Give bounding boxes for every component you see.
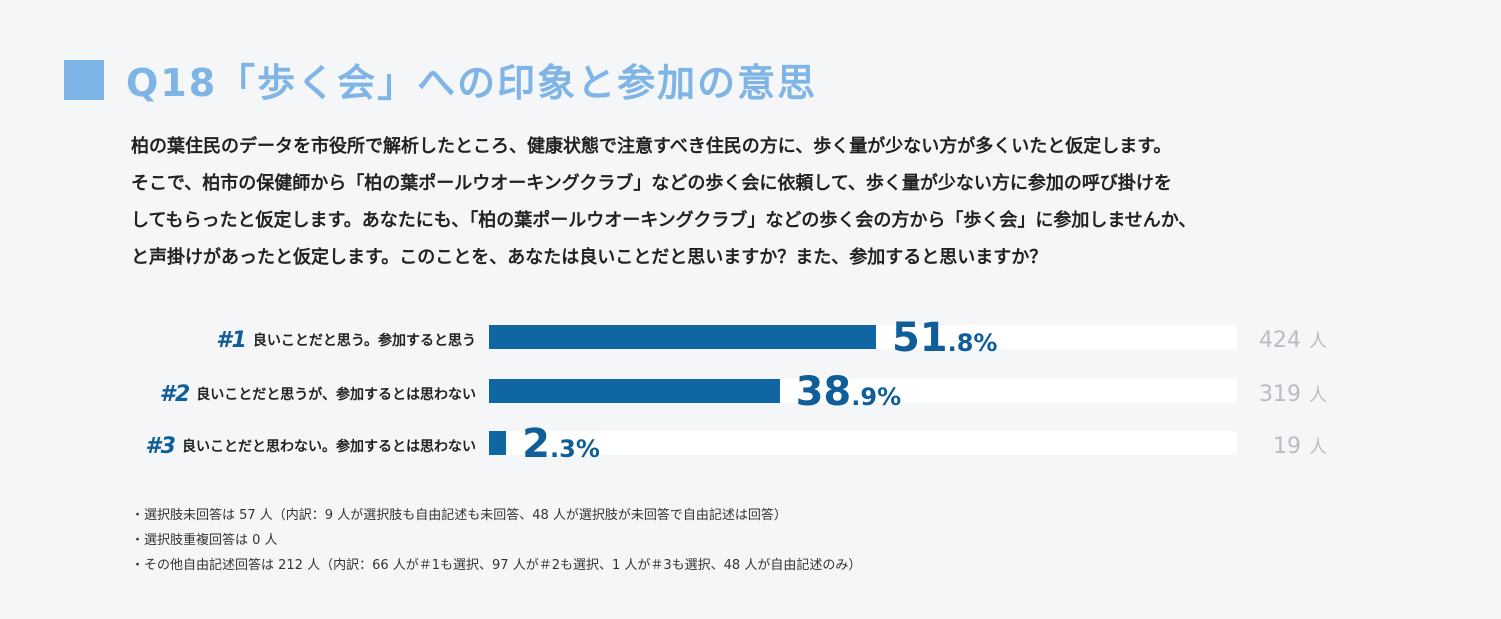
option-label: 良いことだと思わない。参加するとは思わない bbox=[182, 439, 476, 455]
question-line: と声掛けがあったと仮定します。このことを、あなたは良いことだと思いますか？また、… bbox=[131, 247, 1048, 268]
rank-label: #3 bbox=[145, 433, 176, 459]
title-row: Q18「歩く会」への印象と参加の意思 bbox=[64, 52, 817, 107]
count-label: 424 人 bbox=[1259, 318, 1327, 362]
percent-integer: 38 bbox=[795, 369, 852, 415]
row-label: #3 良いことだと思わない。参加するとは思わない bbox=[145, 424, 476, 468]
question-line: そこで、柏市の保健師から「柏の葉ポールウオーキングクラブ」などの歩く会に依頼して… bbox=[131, 173, 1172, 194]
percent-label: 51 .8% bbox=[892, 316, 998, 360]
question-text: 柏の葉住民のデータを市役所で解析したところ、健康状態で注意すべき住民の方に、歩く… bbox=[131, 128, 1381, 276]
page-title: Q18「歩く会」への印象と参加の意思 bbox=[126, 61, 818, 105]
footnote: ・その他自由記述回答は 212 人（内訳：66 人が＃1も選択、97 人が＃2も… bbox=[131, 558, 862, 573]
chart-row-2: #2 良いことだと思うが、参加するとは思わない 38 .9% 319 人 bbox=[0, 370, 1501, 416]
count-value: 19 bbox=[1273, 433, 1301, 459]
question-line: してもらったと仮定します。あなたにも、「柏の葉ポールウオーキングクラブ」などの歩… bbox=[131, 210, 1197, 231]
footnote: ・選択肢未回答は 57 人（内訳：9 人が選択肢も自由記述も未回答、48 人が選… bbox=[131, 508, 787, 523]
rank-label: #1 bbox=[216, 327, 247, 353]
chart-row-3: #3 良いことだと思わない。参加するとは思わない 2 .3% 19 人 bbox=[0, 422, 1501, 468]
row-label: #1 良いことだと思う。参加すると思う bbox=[216, 318, 476, 362]
count-value: 424 bbox=[1259, 327, 1301, 353]
percent-decimal: .9% bbox=[851, 383, 902, 411]
count-unit: 人 bbox=[1309, 437, 1327, 458]
bar-track bbox=[489, 431, 1237, 455]
count-label: 319 人 bbox=[1259, 372, 1327, 416]
chart-row-1: #1 良いことだと思う。参加すると思う 51 .8% 424 人 bbox=[0, 316, 1501, 362]
percent-decimal: .3% bbox=[550, 435, 600, 463]
percent-integer: 51 bbox=[891, 315, 948, 361]
footnotes: ・選択肢未回答は 57 人（内訳：9 人が選択肢も自由記述も未回答、48 人が選… bbox=[131, 503, 861, 578]
rank-label: #2 bbox=[159, 381, 191, 407]
percent-integer: 2 bbox=[522, 421, 551, 467]
count-label: 19 人 bbox=[1273, 424, 1327, 468]
question-line: 柏の葉住民のデータを市役所で解析したところ、健康状態で注意すべき住民の方に、歩く… bbox=[131, 136, 1172, 157]
footnote: ・選択肢重複回答は 0 人 bbox=[131, 533, 278, 548]
count-value: 319 bbox=[1259, 381, 1301, 407]
title-square-icon bbox=[64, 59, 104, 100]
option-label: 良いことだと思う。参加すると思う bbox=[252, 333, 476, 349]
percent-label: 38 .9% bbox=[796, 370, 902, 414]
bar-2 bbox=[489, 379, 780, 403]
percent-decimal: .8% bbox=[947, 329, 998, 357]
option-label: 良いことだと思うが、参加するとは思わない bbox=[196, 387, 476, 403]
count-unit: 人 bbox=[1309, 331, 1327, 352]
bar-3 bbox=[489, 431, 507, 455]
percent-label: 2 .3% bbox=[522, 422, 600, 466]
count-unit: 人 bbox=[1309, 385, 1327, 406]
bar-1 bbox=[489, 325, 876, 349]
row-label: #2 良いことだと思うが、参加するとは思わない bbox=[160, 372, 476, 416]
